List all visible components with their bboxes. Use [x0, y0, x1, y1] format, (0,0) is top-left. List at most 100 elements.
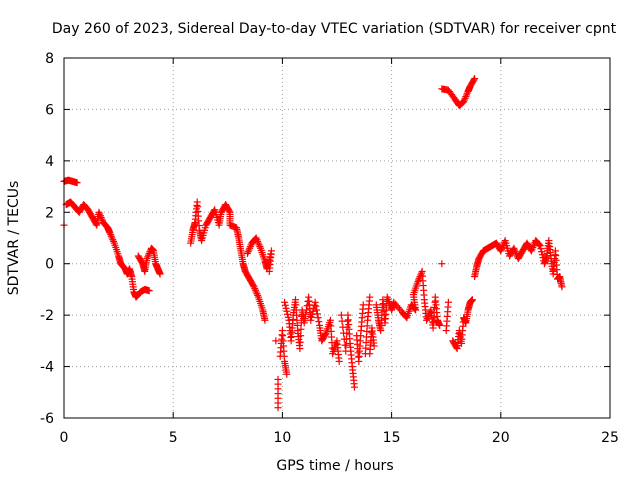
data-point: [251, 286, 259, 294]
x-tick-label: 20: [492, 430, 510, 446]
data-point: [282, 304, 290, 312]
y-axis-label: SDTVAR / TECUs: [6, 181, 22, 296]
data-point: [313, 306, 321, 314]
data-point: [511, 248, 519, 256]
data-point: [246, 244, 254, 252]
data-point: [460, 96, 468, 104]
grid: [63, 57, 611, 419]
data-point: [255, 241, 263, 249]
data-point: [302, 310, 310, 318]
data-point: [558, 283, 566, 291]
x-tick-label: 10: [273, 430, 291, 446]
data-point: [538, 251, 546, 259]
data-point: [274, 404, 282, 412]
data-point: [426, 308, 434, 316]
data-point: [272, 337, 280, 345]
data-point: [527, 247, 535, 255]
data-point: [444, 298, 452, 306]
data-point: [530, 242, 538, 250]
data-point: [281, 298, 289, 306]
data-point: [538, 248, 546, 256]
x-tick-label: 0: [60, 430, 69, 446]
data-point: [321, 330, 329, 338]
data-point: [529, 243, 537, 251]
data-point: [109, 236, 117, 244]
data-point: [342, 341, 350, 349]
axis-ticks: 0 5 10 15 20 25 -6 -4 -2 0 2 4 6 8: [40, 51, 619, 446]
y-tick-label: 4: [45, 154, 54, 170]
data-point: [296, 338, 304, 346]
data-point: [311, 298, 319, 306]
data-point: [350, 383, 358, 391]
x-tick-label: 15: [383, 430, 401, 446]
data-point: [254, 237, 262, 245]
data-point: [470, 76, 478, 84]
data-point: [107, 232, 115, 240]
data-point: [414, 278, 422, 286]
data-point: [308, 313, 316, 321]
data-point: [92, 220, 100, 228]
data-point: [471, 75, 479, 83]
data-point: [252, 234, 260, 242]
data-point: [284, 313, 292, 321]
data-point: [210, 207, 218, 215]
data-point: [296, 345, 304, 353]
plot-frame: [63, 57, 611, 419]
data-point: [511, 246, 519, 254]
data-point: [370, 342, 378, 350]
data-point: [510, 244, 518, 252]
data-point: [309, 307, 317, 315]
data-point: [250, 283, 258, 291]
data-point: [95, 208, 103, 216]
data-point: [107, 231, 115, 239]
data-point: [460, 98, 468, 106]
data-point: [417, 269, 425, 277]
data-point: [344, 317, 352, 325]
data-point: [145, 287, 153, 295]
data-point: [313, 310, 321, 318]
data-point: [461, 94, 469, 102]
data-point: [297, 325, 305, 333]
data-point: [335, 357, 343, 365]
data-point: [423, 316, 431, 324]
data-point: [528, 245, 536, 253]
data-point: [468, 296, 476, 304]
x-tick-label: 5: [169, 430, 178, 446]
data-point: [106, 229, 114, 237]
x-axis-label: GPS time / hours: [276, 458, 393, 474]
data-point: [96, 212, 104, 220]
data-point: [415, 276, 423, 284]
data-point: [462, 93, 470, 101]
y-tick-label: 0: [45, 257, 54, 273]
y-tick-label: 6: [45, 102, 54, 118]
data-point: [108, 234, 116, 242]
data-point: [265, 267, 273, 275]
data-point: [144, 253, 152, 261]
data-point: [498, 245, 506, 253]
data-point: [498, 243, 506, 251]
data-point: [463, 91, 471, 99]
data-point: [252, 288, 260, 296]
data-point: [253, 290, 261, 298]
data-point: [96, 210, 104, 218]
data-point: [366, 293, 374, 301]
data-point: [536, 242, 544, 250]
data-point: [245, 246, 253, 254]
data-point: [243, 249, 251, 257]
data-point: [535, 240, 543, 248]
data-point: [249, 282, 257, 290]
y-tick-label: -4: [40, 360, 54, 376]
data-point: [535, 241, 543, 249]
data-point: [283, 310, 291, 318]
data-point: [244, 248, 252, 256]
data-point: [143, 255, 151, 263]
data-point: [302, 306, 310, 314]
y-tick-label: 2: [45, 205, 54, 221]
data-point: [300, 319, 308, 327]
data-point: [410, 304, 418, 312]
data-point: [254, 291, 262, 299]
y-tick-label: -2: [40, 308, 54, 324]
y-tick-label: -6: [40, 411, 54, 427]
data-point: [97, 213, 105, 221]
